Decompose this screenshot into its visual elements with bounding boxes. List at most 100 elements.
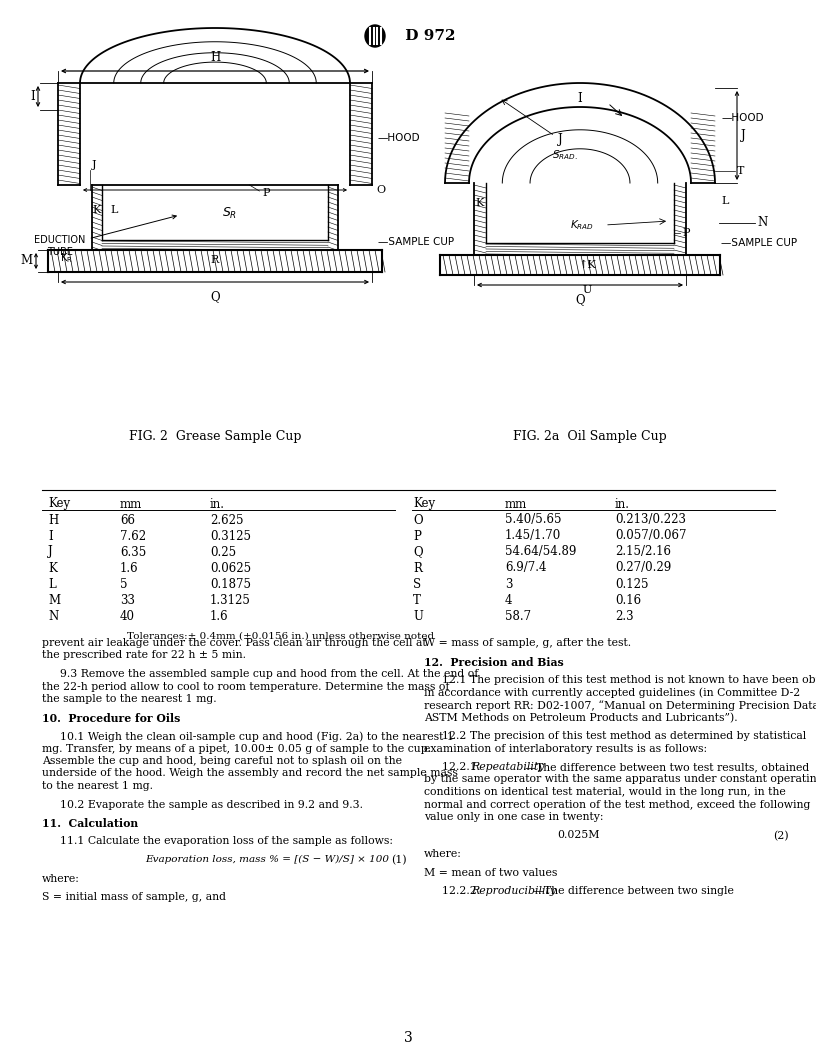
Text: 4: 4 bbox=[505, 593, 512, 606]
Text: 3: 3 bbox=[505, 578, 512, 590]
Text: O: O bbox=[376, 185, 385, 195]
Text: Assemble the cup and hood, being careful not to splash oil on the: Assemble the cup and hood, being careful… bbox=[42, 756, 402, 766]
Text: L: L bbox=[721, 196, 729, 206]
Text: R: R bbox=[211, 254, 220, 265]
Text: where:: where: bbox=[42, 873, 80, 884]
Text: N: N bbox=[48, 609, 58, 622]
Text: 11.  Calculation: 11. Calculation bbox=[42, 818, 138, 829]
Text: 0.025M: 0.025M bbox=[557, 830, 600, 841]
Text: I: I bbox=[48, 529, 53, 543]
Text: $S_R$: $S_R$ bbox=[223, 206, 237, 221]
Text: —The difference between two single: —The difference between two single bbox=[534, 886, 734, 895]
Text: 12.1 The precision of this test method is not known to have been obtained: 12.1 The precision of this test method i… bbox=[442, 675, 816, 685]
Text: 1.6: 1.6 bbox=[120, 562, 139, 574]
Text: —HOOD: —HOOD bbox=[721, 113, 764, 122]
Text: S: S bbox=[413, 578, 421, 590]
Text: 10.1 Weigh the clean oil-sample cup and hood (Fig. 2a) to the nearest 1: 10.1 Weigh the clean oil-sample cup and … bbox=[60, 731, 454, 741]
Text: research report RR: D02-1007, “Manual on Determining Precision Data for: research report RR: D02-1007, “Manual on… bbox=[424, 700, 816, 711]
Text: 3: 3 bbox=[404, 1031, 412, 1045]
Text: 2.625: 2.625 bbox=[210, 513, 243, 527]
Text: value only in one case in twenty:: value only in one case in twenty: bbox=[424, 812, 604, 822]
Text: 0.16: 0.16 bbox=[615, 593, 641, 606]
Text: M: M bbox=[48, 593, 60, 606]
Text: 33: 33 bbox=[120, 593, 135, 606]
Text: 12.2.2: 12.2.2 bbox=[442, 886, 481, 895]
Text: —SAMPLE CUP: —SAMPLE CUP bbox=[721, 238, 797, 248]
Text: P: P bbox=[413, 529, 421, 543]
Text: S = initial mass of sample, g, and: S = initial mass of sample, g, and bbox=[42, 892, 226, 902]
Text: (1): (1) bbox=[392, 855, 407, 865]
Text: 1.45/1.70: 1.45/1.70 bbox=[505, 529, 561, 543]
Text: Repeatability: Repeatability bbox=[471, 762, 544, 772]
Text: 0.213/0.223: 0.213/0.223 bbox=[615, 513, 686, 527]
Text: 12.2.1: 12.2.1 bbox=[442, 762, 481, 772]
Text: 0.0625: 0.0625 bbox=[210, 562, 251, 574]
Text: 6.9/7.4: 6.9/7.4 bbox=[505, 562, 547, 574]
Text: M = mean of two values: M = mean of two values bbox=[424, 867, 557, 878]
Text: to the nearest 1 mg.: to the nearest 1 mg. bbox=[42, 781, 153, 791]
Text: prevent air leakage under the cover. Pass clean air through the cell at: prevent air leakage under the cover. Pas… bbox=[42, 638, 427, 648]
Text: (2): (2) bbox=[774, 830, 789, 841]
Text: $K_{RAD}$: $K_{RAD}$ bbox=[570, 219, 594, 232]
Text: 0.27/0.29: 0.27/0.29 bbox=[615, 562, 672, 574]
Text: I: I bbox=[578, 92, 583, 105]
Text: —SAMPLE CUP: —SAMPLE CUP bbox=[378, 237, 455, 247]
Text: EDUCTION
TUBE: EDUCTION TUBE bbox=[34, 215, 176, 257]
Text: Evaporation loss, mass % = [(S − W)/S] × 100: Evaporation loss, mass % = [(S − W)/S] ×… bbox=[144, 855, 388, 864]
Text: in accordance with currently accepted guidelines (in Committee D-2: in accordance with currently accepted gu… bbox=[424, 687, 800, 698]
Text: K: K bbox=[48, 562, 57, 574]
Text: 0.057/0.067: 0.057/0.067 bbox=[615, 529, 686, 543]
Text: R: R bbox=[413, 562, 422, 574]
Text: in.: in. bbox=[615, 497, 630, 510]
Text: Key: Key bbox=[413, 497, 435, 510]
Text: L: L bbox=[110, 205, 118, 215]
Text: conditions on identical test material, would in the long run, in the: conditions on identical test material, w… bbox=[424, 787, 786, 797]
Text: 0.125: 0.125 bbox=[615, 578, 649, 590]
Text: the prescribed rate for 22 h ± 5 min.: the prescribed rate for 22 h ± 5 min. bbox=[42, 650, 246, 660]
Text: normal and correct operation of the test method, exceed the following: normal and correct operation of the test… bbox=[424, 799, 810, 810]
Text: 1.6: 1.6 bbox=[210, 609, 228, 622]
Text: K: K bbox=[93, 205, 101, 215]
Text: L: L bbox=[48, 578, 55, 590]
Text: J: J bbox=[48, 546, 53, 559]
Text: Tolerances:± 0.4mm (±0.0156 in.) unless otherwise noted: Tolerances:± 0.4mm (±0.0156 in.) unless … bbox=[127, 631, 434, 641]
Text: in.: in. bbox=[210, 497, 225, 510]
Text: T: T bbox=[413, 593, 421, 606]
Text: P: P bbox=[263, 188, 270, 199]
Text: FIG. 2a  Oil Sample Cup: FIG. 2a Oil Sample Cup bbox=[513, 430, 667, 444]
Text: J: J bbox=[502, 100, 562, 146]
Text: H: H bbox=[48, 513, 58, 527]
Text: —The difference between two test results, obtained: —The difference between two test results… bbox=[525, 762, 809, 772]
Text: mg. Transfer, by means of a pipet, 10.00± 0.05 g of sample to the cup.: mg. Transfer, by means of a pipet, 10.00… bbox=[42, 743, 431, 754]
Text: 5.40/5.65: 5.40/5.65 bbox=[505, 513, 561, 527]
Text: P: P bbox=[682, 228, 690, 238]
Text: $\mathsf{K}_\mathsf{R}$: $\mathsf{K}_\mathsf{R}$ bbox=[60, 251, 73, 265]
Text: U: U bbox=[583, 285, 592, 295]
Text: 12.2 The precision of this test method as determined by statistical: 12.2 The precision of this test method a… bbox=[442, 731, 806, 741]
Text: 54.64/54.89: 54.64/54.89 bbox=[505, 546, 576, 559]
Text: 58.7: 58.7 bbox=[505, 609, 531, 622]
Text: I: I bbox=[30, 90, 35, 102]
Text: 10.2 Evaporate the sample as described in 9.2 and 9.3.: 10.2 Evaporate the sample as described i… bbox=[60, 799, 363, 810]
Text: examination of interlaboratory results is as follows:: examination of interlaboratory results i… bbox=[424, 743, 707, 754]
Text: 10.  Procedure for Oils: 10. Procedure for Oils bbox=[42, 713, 180, 723]
Ellipse shape bbox=[365, 25, 385, 48]
Text: FIG. 2  Grease Sample Cup: FIG. 2 Grease Sample Cup bbox=[129, 430, 301, 444]
Text: 66: 66 bbox=[120, 513, 135, 527]
Text: 5: 5 bbox=[120, 578, 127, 590]
Text: N: N bbox=[757, 216, 767, 229]
Text: T: T bbox=[737, 166, 744, 176]
Text: 1.3125: 1.3125 bbox=[210, 593, 251, 606]
Text: O: O bbox=[413, 513, 423, 527]
Text: 7.62: 7.62 bbox=[120, 529, 146, 543]
Text: U: U bbox=[413, 609, 423, 622]
Text: 2.15/2.16: 2.15/2.16 bbox=[615, 546, 671, 559]
Text: the sample to the nearest 1 mg.: the sample to the nearest 1 mg. bbox=[42, 694, 216, 704]
Text: ASTM Methods on Petroleum Products and Lubricants”).: ASTM Methods on Petroleum Products and L… bbox=[424, 713, 738, 722]
Text: $S_{RAD.}$: $S_{RAD.}$ bbox=[552, 148, 578, 162]
Text: Q: Q bbox=[575, 293, 585, 306]
Text: D 972: D 972 bbox=[400, 29, 455, 43]
Text: 9.3 Remove the assembled sample cup and hood from the cell. At the end of: 9.3 Remove the assembled sample cup and … bbox=[60, 670, 478, 679]
Text: Key: Key bbox=[48, 497, 70, 510]
Text: where:: where: bbox=[424, 849, 462, 859]
